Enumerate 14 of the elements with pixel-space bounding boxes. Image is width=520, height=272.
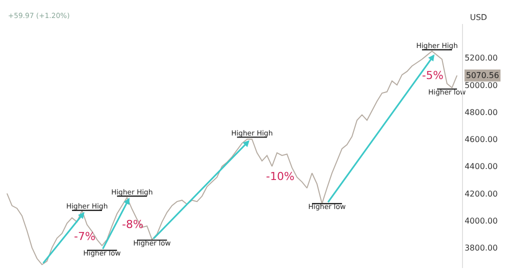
y-tick-label: 4400.00 — [464, 162, 498, 172]
y-tick-label: 5200.00 — [464, 54, 498, 63]
y-tick-label: 4600.00 — [464, 135, 498, 144]
annotation: -8% — [122, 218, 144, 231]
y-tick-label: 5000.00 — [464, 80, 498, 90]
y-tick-label: 4800.00 — [464, 108, 498, 117]
annotation: -10% — [266, 170, 294, 183]
annotation: -7% — [74, 230, 96, 243]
y-axis-title: USD — [470, 13, 488, 22]
y-tick-label: 4000.00 — [464, 216, 498, 226]
y-tick-label: 3800.00 — [464, 243, 498, 252]
data-label: 5070.56 — [466, 71, 500, 80]
y-tick-label: 4200.00 — [464, 189, 498, 198]
annotation: -5% — [422, 69, 444, 82]
